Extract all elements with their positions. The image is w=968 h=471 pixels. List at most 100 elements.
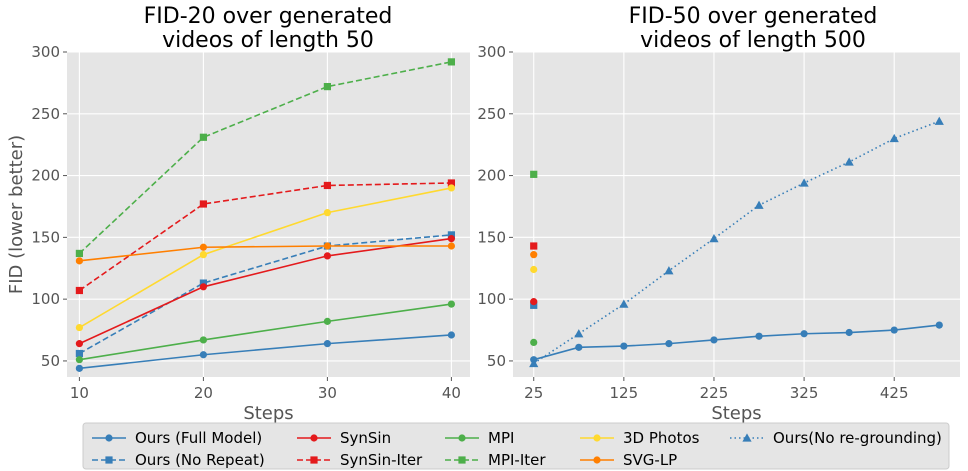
series-synsin-iter — [75, 179, 455, 295]
data-point — [447, 231, 455, 239]
series-mpi-iter — [75, 58, 455, 258]
series-3d-photos — [75, 184, 455, 332]
data-point — [447, 242, 455, 250]
series-line — [78, 61, 452, 255]
data-point — [530, 301, 538, 309]
data-point — [75, 364, 83, 372]
legend-marker — [105, 434, 113, 442]
chart-title-line: videos of length 500 — [640, 28, 866, 53]
x-tick-label: 30 — [318, 384, 337, 402]
data-point — [890, 326, 898, 334]
data-point — [529, 358, 539, 368]
data-point — [530, 265, 538, 274]
x-tick-label: 10 — [70, 384, 89, 402]
data-point — [889, 133, 899, 143]
data-point — [75, 323, 83, 332]
y-tick-label: 100 — [31, 290, 60, 308]
x-tick-label: 325 — [790, 384, 819, 402]
chart-title-line: FID-20 over generated — [144, 4, 393, 29]
y-tick-label: 200 — [31, 167, 60, 185]
data-point — [665, 340, 673, 348]
legend-label: Ours(No re-grounding) — [773, 429, 942, 447]
plot-background — [67, 52, 470, 377]
x-axis-label: Steps — [711, 403, 761, 424]
data-point — [75, 249, 83, 258]
x-tick-label: 125 — [610, 384, 639, 402]
x-tick-label: 225 — [700, 384, 729, 402]
data-point — [845, 328, 853, 337]
data-point — [447, 234, 455, 243]
data-point — [447, 300, 455, 308]
legend-label: SynSin — [340, 429, 391, 447]
y-axis-label: FID (lower better) — [6, 135, 27, 294]
data-point — [75, 349, 83, 358]
legend-label: MPI — [488, 429, 514, 447]
series-line — [533, 120, 940, 365]
legend-label: SynSin-Iter — [340, 451, 423, 469]
data-point — [530, 298, 538, 306]
legend-label: 3D Photos — [623, 429, 700, 447]
data-point — [323, 181, 331, 190]
legend-label: Ours (Full Model) — [135, 429, 262, 447]
legend-marker — [742, 433, 752, 442]
data-point — [323, 340, 331, 348]
data-point — [323, 209, 331, 217]
series-line — [79, 234, 452, 355]
y-tick-label: 50 — [487, 352, 506, 370]
data-point — [447, 331, 455, 339]
series-ours-full-model- — [75, 331, 455, 372]
x-tick-label: 25 — [524, 384, 543, 402]
legend-marker — [310, 434, 318, 442]
data-point — [199, 243, 207, 251]
series-line — [79, 334, 452, 370]
legend-marker — [105, 456, 113, 464]
series-svg-lp — [530, 251, 538, 259]
data-point — [447, 58, 455, 66]
legend-entry-mpi: MPI — [445, 429, 514, 447]
data-point — [323, 83, 331, 91]
series-ours-full-model- — [530, 321, 943, 364]
legend-entry-synsin: SynSin — [297, 429, 391, 447]
data-point — [199, 133, 207, 141]
data-point — [199, 283, 207, 291]
series-synsin — [75, 234, 455, 348]
data-point — [323, 252, 331, 260]
x-axis-label: Steps — [243, 403, 293, 424]
data-point — [935, 321, 943, 329]
y-tick-label: 300 — [477, 43, 506, 61]
data-point — [755, 332, 763, 340]
data-point — [800, 330, 808, 338]
legend-label: SVG-LP — [623, 451, 677, 469]
series-ours-no-re-grounding- — [529, 116, 944, 368]
legend-box — [82, 422, 950, 470]
data-point — [934, 116, 944, 125]
series-mpi-iter — [530, 170, 538, 178]
data-point — [199, 279, 207, 287]
data-point — [75, 356, 83, 364]
data-point — [447, 184, 455, 192]
data-point — [199, 200, 207, 208]
legend: Ours (Full Model) Ours (No Repeat) SynSin S… — [82, 422, 950, 470]
legend-marker — [310, 456, 318, 464]
legend-entry-synsin-iter: SynSin-Iter — [297, 451, 423, 469]
y-tick-label: 200 — [477, 167, 506, 185]
data-point — [199, 351, 207, 359]
legend-entry-3d-photos: 3D Photos — [580, 429, 700, 447]
data-point — [530, 170, 538, 178]
data-point — [75, 340, 83, 348]
x-tick-label: 40 — [442, 384, 461, 402]
plot-background — [513, 52, 960, 377]
data-point — [323, 242, 331, 250]
y-tick-label: 300 — [31, 43, 60, 61]
y-tick-label: 150 — [477, 228, 506, 246]
data-point — [530, 242, 538, 250]
data-point — [620, 342, 628, 350]
series-line — [79, 245, 452, 262]
legend-label: MPI-Iter — [488, 451, 546, 469]
data-point — [575, 343, 583, 351]
data-point — [664, 266, 674, 275]
legend-entry-ours-no-re-grounding-: Ours(No re-grounding) — [730, 429, 942, 447]
legend-entry-ours-full-model-: Ours (Full Model) — [92, 429, 262, 447]
x-tick-label: 20 — [194, 384, 213, 402]
